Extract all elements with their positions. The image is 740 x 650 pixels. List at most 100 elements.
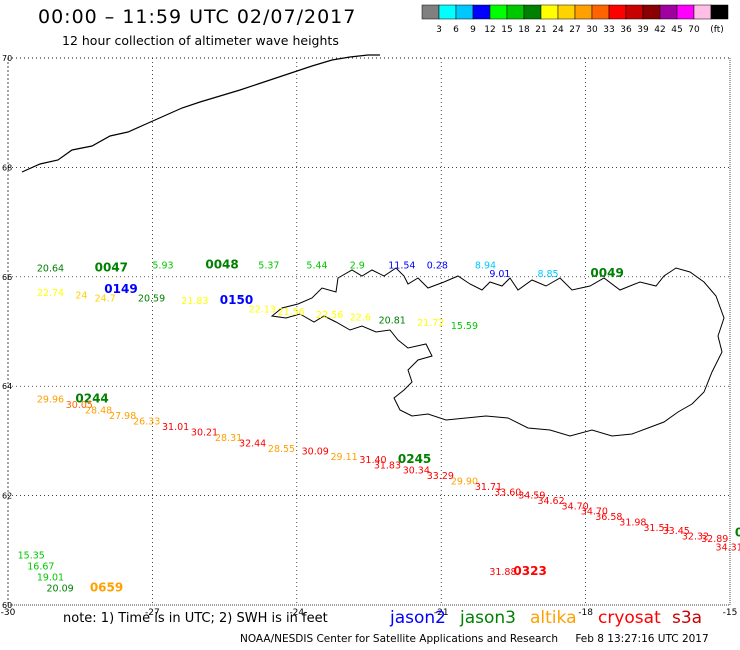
wave-height-label: 34.70 — [562, 501, 589, 512]
wave-height-label: 22.13 — [249, 304, 276, 315]
color-scale-tick-label: 39 — [637, 25, 649, 35]
color-scale-tick-label: 3 — [436, 25, 442, 35]
color-scale-tick-label: 70 — [688, 25, 700, 35]
wave-height-label: 29.11 — [330, 452, 357, 463]
wave-height-label: 34.59 — [518, 490, 545, 501]
lat-tick-label: 62 — [2, 492, 12, 501]
legend-cryosat: cryosat — [598, 608, 661, 628]
lat-tick-label: 68 — [2, 163, 12, 172]
wave-height-label: 32.32 — [682, 531, 709, 542]
pass-time-label: 0048 — [205, 258, 238, 272]
wave-height-label: 20.09 — [47, 583, 74, 594]
wave-height-label: 30.09 — [302, 447, 329, 458]
color-scale-tick-label: 42 — [654, 25, 665, 35]
lat-lon-grid: -30 -27 -24 -21 -18 -15 70 68 66 64 62 60 — [1, 54, 738, 618]
legend-jason3: jason3 — [460, 608, 516, 628]
pass-time-label: 0659 — [90, 580, 123, 594]
wave-height-label: 24 — [75, 291, 87, 302]
wave-height-label: 33.29 — [427, 471, 454, 482]
wave-height-label: 19.01 — [37, 572, 64, 583]
color-scale-tick-label: 6 — [453, 25, 459, 35]
wave-height-label: 30.05 — [66, 400, 93, 411]
wave-height-label: 31.51 — [643, 523, 670, 534]
pass-time-label: 0049 — [590, 266, 623, 280]
wave-height-label: 15.35 — [18, 551, 45, 562]
lon-tick-label: -27 — [145, 608, 160, 618]
wave-height-label: 0.28 — [427, 261, 448, 272]
legend-s3a: s3a — [672, 608, 703, 628]
lat-tick-label: 64 — [2, 382, 12, 391]
wave-height-label: 34.70 — [581, 507, 608, 518]
lon-tick-label: -15 — [723, 608, 738, 618]
pass-time-label: 0246 — [735, 526, 740, 540]
wave-height-label: 9.01 — [489, 269, 510, 280]
wave-height-label: 20.59 — [138, 293, 165, 304]
wave-height-label: 29.90 — [451, 477, 478, 488]
greenland-coastline — [21, 54, 380, 173]
wave-height-label: 28.55 — [268, 444, 295, 455]
lon-tick-label: -24 — [289, 608, 304, 618]
wave-height-label: 8.94 — [475, 261, 496, 272]
color-scale-tick-label: 21 — [535, 25, 546, 35]
color-scale-tick-label: 36 — [620, 25, 632, 35]
wave-height-label: 30.21 — [191, 427, 218, 438]
lon-tick-label: -18 — [578, 608, 593, 618]
footer-timestamp: Feb 8 13:27:16 UTC 2017 — [575, 633, 709, 645]
wave-height-label: 2.9 — [350, 261, 365, 272]
pass-time-label: 0047 — [95, 260, 128, 274]
legend-jason2: jason2 — [390, 608, 446, 628]
lat-tick-label: 66 — [2, 273, 12, 282]
wave-height-label: 8.85 — [537, 269, 558, 280]
wave-height-label: 30.34 — [403, 466, 430, 477]
color-scale-tick-label: 30 — [586, 25, 598, 35]
wave-height-label: 20.81 — [379, 315, 406, 326]
wave-height-label: 33.45 — [663, 526, 690, 537]
wave-height-label: 22.6 — [350, 313, 371, 324]
footer-credit: NOAA/NESDIS Center for Satellite Applica… — [240, 633, 558, 645]
lat-tick-label: 70 — [2, 54, 12, 63]
wave-height-label: 34.62 — [537, 496, 564, 507]
wave-height-label: 5.93 — [152, 261, 173, 272]
color-scale-tick-label: 45 — [671, 25, 682, 35]
wave-height-label: 5.44 — [306, 261, 327, 272]
wave-height-label: 32.44 — [239, 438, 266, 449]
pass-time-label: 0323 — [513, 564, 546, 578]
wave-height-label: 31.83 — [374, 460, 401, 471]
wave-height-label: 11.54 — [388, 261, 415, 272]
color-scale-tick-label: (ft) — [710, 25, 724, 35]
map-subtitle: 12 hour collection of altimeter wave hei… — [62, 33, 339, 48]
wave-height-label: 34.31 — [716, 542, 740, 553]
wave-height-label: 36.58 — [595, 512, 622, 523]
map-frame — [7, 57, 731, 606]
lat-tick-label: 60 — [2, 601, 12, 610]
wave-height-label: 22.74 — [37, 288, 64, 299]
color-scale-tick-label: 33 — [603, 25, 614, 35]
wave-height-label: 24.7 — [95, 293, 116, 304]
wave-height-label: 32.89 — [701, 534, 728, 545]
wave-height-label: 26.33 — [133, 416, 160, 427]
wave-height-label: 31.71 — [475, 482, 502, 493]
map-title: 00:00 – 11:59 UTC 02/07/2017 — [38, 6, 357, 28]
wave-height-label: 21.56 — [278, 307, 305, 318]
color-scale-tick-label: 24 — [552, 25, 564, 35]
pass-time-label: 0245 — [398, 452, 431, 466]
color-scale-tick-label: 27 — [569, 25, 580, 35]
wave-height-label: 16.67 — [27, 561, 54, 572]
legend-altika: altika — [530, 608, 577, 628]
lon-tick-label: -30 — [1, 608, 16, 618]
color-scale-legend: 3 6 9 12 15 18 21 24 27 30 33 36 39 42 45 70 (ft) — [421, 4, 729, 35]
wave-height-label: 31.40 — [359, 455, 386, 466]
wave-height-label: 31.98 — [619, 518, 646, 529]
lon-tick-label: -21 — [434, 608, 449, 618]
color-scale-tick-label: 12 — [484, 25, 495, 35]
wave-height-label: 28.31 — [215, 433, 242, 444]
wave-height-label: 15.59 — [451, 321, 478, 332]
wave-height-label: 33.60 — [494, 488, 521, 499]
wave-height-label: 27.98 — [109, 411, 136, 422]
pass-time-label: 0149 — [104, 282, 137, 296]
wave-height-labels: 20.64 0047 5.93 0048 5.37 5.44 2.9 11.54 0.28 8.9… — [18, 258, 740, 595]
wave-height-label: 5.37 — [258, 261, 279, 272]
iceland-outline — [270, 267, 725, 437]
wave-height-label: 29.96 — [37, 395, 64, 406]
